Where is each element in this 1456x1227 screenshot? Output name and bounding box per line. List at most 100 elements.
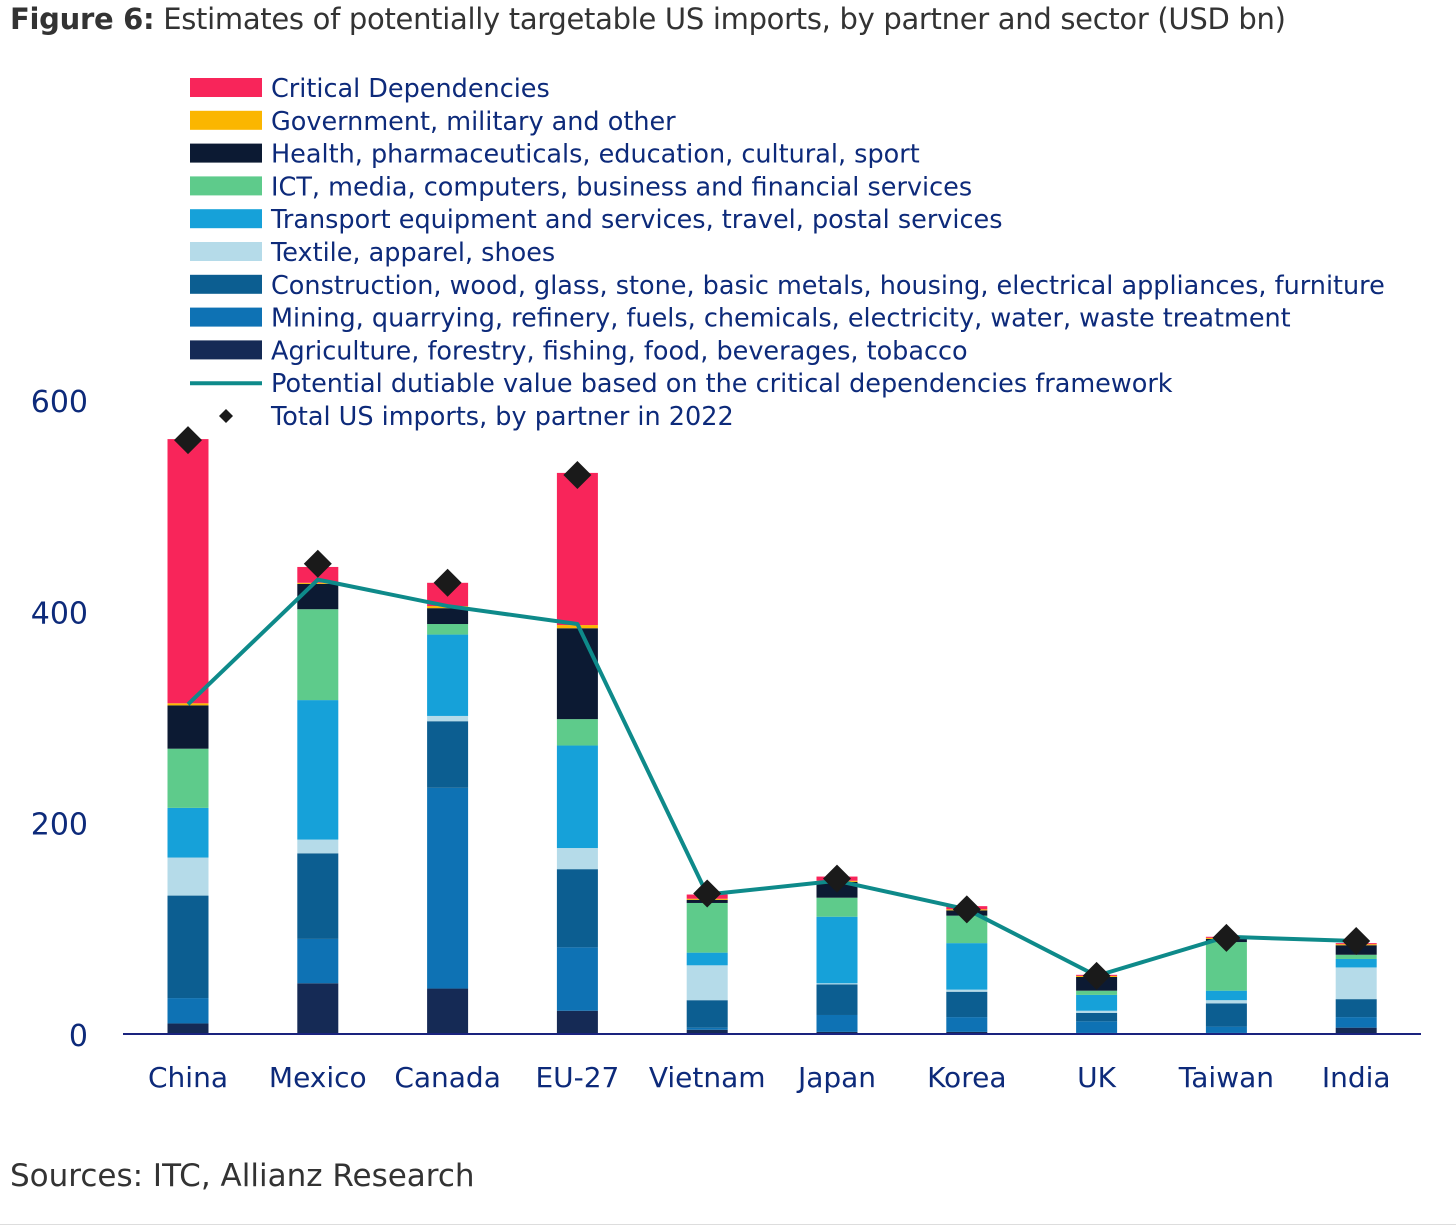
bar-segment-eu-27-ict-media-computers-busi <box>556 719 598 746</box>
bar-segment-canada-mining-quarrying-refiner <box>427 787 469 989</box>
bar-segment-china-ict-media-computers-busi <box>167 748 209 808</box>
legend-label: Critical Dependencies <box>271 74 550 104</box>
bar-segment-india-textile-apparel-shoes <box>1335 967 1377 1000</box>
bar-segment-china-textile-apparel-shoes <box>167 857 209 896</box>
legend-swatch <box>190 209 262 229</box>
legend-swatch <box>190 274 262 294</box>
legend-item-transport-equipment-and-servic: Transport equipment and services, travel… <box>190 205 1002 235</box>
sources-note: Sources: ITC, Allianz Research <box>10 1158 475 1194</box>
bar-segment-japan-mining-quarrying-refiner <box>816 1014 858 1032</box>
legend-label: ICT, media, computers, business and fina… <box>271 172 972 202</box>
bar-segment-taiwan-transport-equipment-and- <box>1205 990 1247 1001</box>
bar-segment-vietnam-agriculture-forestry-fis <box>686 1029 728 1034</box>
total-imports-marker-uk <box>1082 961 1111 990</box>
legend-item-agriculture-forestry-fishing-f: Agriculture, forestry, fishing, food, be… <box>190 336 968 366</box>
bar-segment-taiwan-construction-wood-glass- <box>1205 1003 1247 1027</box>
x-tick-label-china: China <box>148 1061 228 1094</box>
x-tick-label-mexico: Mexico <box>269 1061 367 1094</box>
bar-segment-uk-transport-equipment-and- <box>1076 994 1118 1011</box>
legend-item-total-us-imports-by-partner-in: Total US imports, by partner in 2022 <box>219 402 734 432</box>
bar-segment-eu-27-mining-quarrying-refiner <box>556 947 598 1011</box>
bar-segment-korea-agriculture-forestry-fis <box>946 1031 988 1034</box>
total-imports-marker-japan <box>823 864 851 893</box>
bar-segment-canada-transport-equipment-and- <box>427 634 469 716</box>
bar-segment-vietnam-ict-media-computers-busi <box>686 902 728 953</box>
y-tick-label: 200 <box>31 808 88 843</box>
legend-label: Agriculture, forestry, fishing, food, be… <box>271 336 968 366</box>
bar-segment-japan-transport-equipment-and- <box>816 916 858 984</box>
total-imports-marker-mexico <box>303 549 332 578</box>
legend-label: Government, military and other <box>271 107 676 137</box>
bar-segment-canada-agriculture-forestry-fis <box>427 988 469 1034</box>
bar-segment-taiwan-mining-quarrying-refiner <box>1205 1026 1247 1033</box>
bar-segment-korea-construction-wood-glass- <box>946 991 988 1018</box>
bar-segment-eu-27-transport-equipment-and- <box>556 745 598 849</box>
bar-segment-japan-construction-wood-glass- <box>816 984 858 1015</box>
x-tick-label-korea: Korea <box>927 1061 1006 1094</box>
chart-axes: 0 200 400 600 China Mexico Canada EU-27 Vietnam J… <box>31 385 1421 1094</box>
legend-item-government-military-and-other: Government, military and other <box>190 107 676 137</box>
bar-segment-canada-construction-wood-glass- <box>427 721 469 788</box>
legend-swatch <box>190 176 262 196</box>
bar-segment-china-transport-equipment-and- <box>167 807 209 858</box>
legend-swatch <box>219 409 233 423</box>
total-imports-marker-canada <box>433 568 462 597</box>
x-tick-label-uk: UK <box>1077 1061 1116 1094</box>
bar-segment-india-mining-quarrying-refiner <box>1335 1017 1377 1028</box>
bar-segment-india-agriculture-forestry-fis <box>1335 1027 1377 1034</box>
bar-segment-canada-health-pharmaceuticals-e <box>427 608 469 625</box>
figure-title-text: Estimates of potentially targetable US i… <box>163 2 1286 36</box>
bar-segment-canada-ict-media-computers-busi <box>427 624 469 635</box>
bar-segment-china-health-pharmaceuticals-e <box>167 705 209 749</box>
legend-swatch <box>190 78 262 97</box>
legend-item-critical-dependencies: Critical Dependencies <box>190 74 550 104</box>
bar-segment-india-transport-equipment-and- <box>1335 958 1377 968</box>
bar-segment-china-critical-dependencies <box>167 439 209 704</box>
bar-segment-japan-textile-apparel-shoes <box>816 983 858 985</box>
bar-segment-mexico-government-military-and- <box>297 582 339 584</box>
bar-segment-taiwan-textile-apparel-shoes <box>1205 1000 1247 1004</box>
legend-item-ict-media-computers-business-a: ICT, media, computers, business and fina… <box>190 172 972 202</box>
legend-label: Health, pharmaceuticals, education, cult… <box>271 140 920 170</box>
total-imports-marker-china <box>174 426 202 455</box>
bar-segment-india-ict-media-computers-busi <box>1335 954 1377 959</box>
bar-segment-mexico-mining-quarrying-refiner <box>297 938 339 984</box>
figure-label: Figure 6: <box>10 2 155 36</box>
legend-label: Mining, quarrying, refinery, fuels, chem… <box>271 304 1291 334</box>
legend-swatch <box>190 110 262 130</box>
bar-segment-uk-mining-quarrying-refiner <box>1076 1021 1118 1033</box>
bar-segment-china-mining-quarrying-refiner <box>167 998 209 1024</box>
bar-segment-eu-27-agriculture-forestry-fis <box>556 1010 598 1034</box>
bottom-divider <box>0 1224 1456 1225</box>
bar-segment-eu-27-critical-dependencies <box>556 472 598 626</box>
total-imports-marker-india <box>1342 927 1371 956</box>
bar-segment-eu-27-health-pharmaceuticals-e <box>556 628 598 720</box>
total-imports-marker-taiwan <box>1212 923 1241 952</box>
y-tick-label: 400 <box>31 596 88 631</box>
x-tick-label-vietnam: Vietnam <box>649 1061 766 1094</box>
chart-overlay <box>174 426 1371 990</box>
bar-segment-india-construction-wood-glass- <box>1335 999 1377 1018</box>
bar-segment-eu-27-textile-apparel-shoes <box>556 848 598 870</box>
bar-segment-vietnam-construction-wood-glass- <box>686 1000 728 1028</box>
bar-segment-vietnam-textile-apparel-shoes <box>686 965 728 1001</box>
bar-segment-canada-textile-apparel-shoes <box>427 715 469 722</box>
total-imports-marker-vietnam <box>693 879 722 908</box>
bar-segment-eu-27-construction-wood-glass- <box>556 869 598 948</box>
legend-label: Potential dutiable value based on the cr… <box>271 369 1173 399</box>
bar-segment-korea-mining-quarrying-refiner <box>946 1017 988 1032</box>
bar-segment-japan-ict-media-computers-busi <box>816 897 858 917</box>
x-tick-label-india: India <box>1322 1061 1391 1094</box>
dutiable-value-line <box>186 577 1357 978</box>
legend-swatch <box>190 143 262 163</box>
bar-segment-uk-textile-apparel-shoes <box>1076 1010 1118 1013</box>
legend-label: Construction, wood, glass, stone, basic … <box>271 271 1385 301</box>
y-tick-label: 600 <box>31 385 88 420</box>
legend-item-potential-dutiable-value-based: Potential dutiable value based on the cr… <box>190 369 1173 399</box>
legend-label: Textile, apparel, shoes <box>270 238 555 268</box>
legend-label: Transport equipment and services, travel… <box>270 205 1002 235</box>
y-tick-label: 0 <box>69 1019 88 1054</box>
bar-segment-mexico-ict-media-computers-busi <box>297 609 339 701</box>
